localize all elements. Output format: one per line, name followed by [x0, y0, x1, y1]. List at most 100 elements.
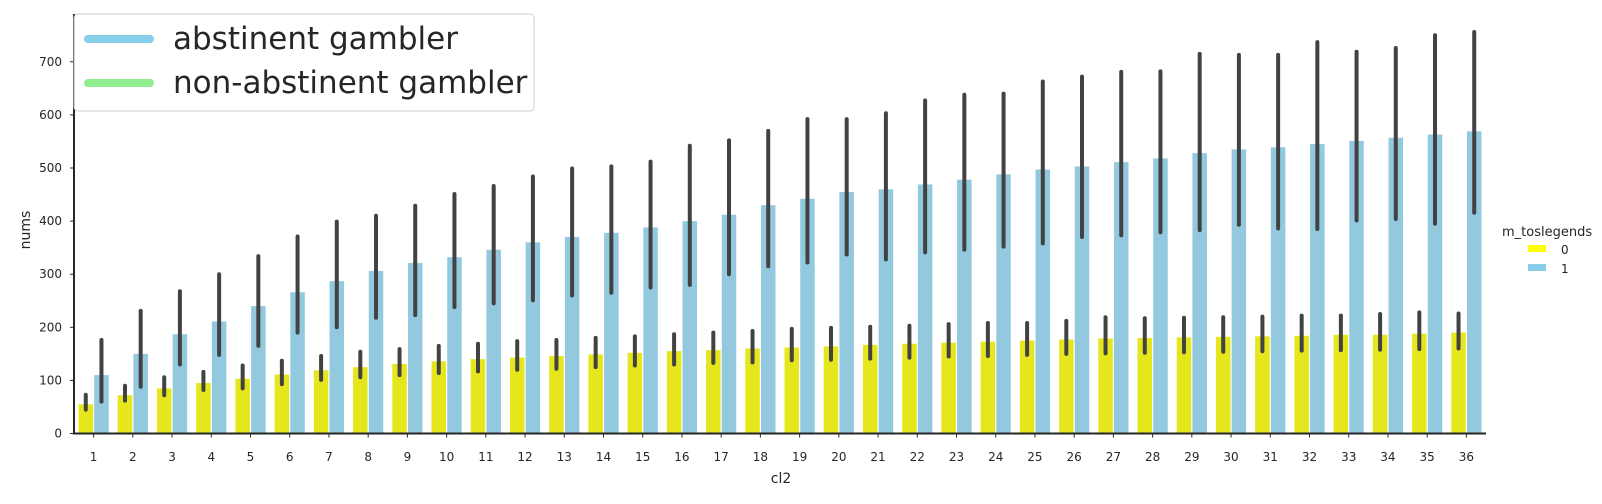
legend-inset-label-abstinent: abstinent gambler	[173, 21, 458, 57]
legend-swatch-0	[1528, 245, 1546, 252]
x-tick-label: 1	[90, 450, 98, 464]
bar-series-0-cat-2	[117, 395, 133, 434]
x-tick-label: 34	[1380, 450, 1395, 464]
bar-series-0-cat-5	[235, 378, 250, 434]
bar-series-1-cat-12	[525, 242, 541, 434]
x-tick-label: 35	[1420, 450, 1435, 464]
bar-series-1-cat-27	[1113, 162, 1129, 434]
bar-series-0-cat-16	[666, 351, 682, 434]
y-tick-label: 700	[39, 55, 62, 69]
y-axis-label: nums	[18, 211, 34, 250]
x-tick-label: 21	[870, 450, 885, 464]
bar-series-0-cat-17	[706, 350, 721, 434]
bar-series-1-cat-25	[1035, 169, 1051, 434]
bar-series-0-cat-1	[78, 404, 94, 434]
bar-series-0-cat-9	[392, 363, 407, 434]
bar-series-1-cat-20	[839, 191, 854, 434]
bar-series-0-cat-7	[313, 370, 329, 434]
bar-series-1-cat-26	[1074, 166, 1090, 434]
bar-series-1-cat-16	[682, 221, 698, 434]
bar-series-0-cat-26	[1059, 339, 1074, 434]
bar-series-0-cat-27	[1098, 338, 1113, 434]
x-tick-label: 29	[1184, 450, 1199, 464]
bar-series-0-cat-22	[902, 343, 917, 434]
bar-series-0-cat-21	[862, 344, 878, 434]
bar-series-0-cat-36	[1451, 332, 1466, 434]
x-tick-label: 7	[325, 450, 333, 464]
legend-title: m_toslegends	[1502, 225, 1592, 240]
bar-series-0-cat-14	[588, 354, 603, 434]
x-tick-label: 15	[635, 450, 650, 464]
x-tick-label: 30	[1223, 450, 1238, 464]
bar-series-1-cat-2	[133, 353, 148, 434]
bar-series-1-cat-18	[760, 205, 776, 434]
x-tick-label: 22	[910, 450, 925, 464]
y-ticks: 0 100 200 300 400 500 600 700	[39, 55, 74, 441]
x-tick-label: 5	[247, 450, 255, 464]
bar-series-1-cat-5	[251, 306, 266, 434]
x-tick-label: 18	[753, 450, 768, 464]
x-tick-label: 14	[596, 450, 611, 464]
bar-series-1-cat-15	[643, 227, 658, 434]
bar-series-1-cat-14	[604, 232, 619, 434]
bar-series-1-cat-7	[329, 281, 345, 434]
bar-series-1-cat-30	[1231, 149, 1247, 434]
x-axis-label: cl2	[771, 471, 792, 487]
x-tick-label: 8	[364, 450, 372, 464]
x-tick-label: 11	[478, 450, 493, 464]
legend-swatch-1	[1528, 264, 1546, 271]
x-tick-label: 19	[792, 450, 807, 464]
bar-series-0-cat-29	[1176, 337, 1192, 434]
bar-series-1-cat-10	[447, 257, 462, 434]
legend-inset-label-non-abstinent: non-abstinent gambler	[173, 65, 528, 101]
legend-inset-frame	[73, 13, 535, 112]
legend-label-0: 0	[1561, 243, 1569, 257]
x-tick-label: 23	[949, 450, 964, 464]
bar-series-1-cat-32	[1310, 144, 1325, 434]
bar-series-0-cat-34	[1372, 334, 1388, 434]
x-tick-label: 3	[168, 450, 176, 464]
bar-series-0-cat-6	[274, 374, 290, 434]
bar-series-0-cat-10	[431, 361, 447, 434]
x-tick-label: 20	[831, 450, 846, 464]
y-tick-label: 500	[39, 161, 62, 175]
bar-series-1-cat-17	[721, 214, 737, 434]
y-tick-label: 0	[54, 427, 62, 441]
bar-series-1-cat-23	[957, 179, 972, 434]
bar-series-0-cat-19	[784, 347, 800, 434]
x-tick-label: 28	[1145, 450, 1160, 464]
bars-layer	[78, 131, 1482, 434]
bar-series-1-cat-36	[1466, 131, 1482, 434]
bar-series-1-cat-4	[211, 321, 227, 434]
bar-series-0-cat-35	[1412, 333, 1427, 434]
bar-series-1-cat-31	[1270, 147, 1286, 434]
bar-series-1-cat-13	[564, 237, 580, 434]
bar-series-0-cat-33	[1333, 334, 1349, 434]
x-tick-label: 4	[207, 450, 215, 464]
bar-series-1-cat-33	[1349, 140, 1364, 434]
bar-series-1-cat-21	[878, 189, 894, 434]
bar-series-0-cat-18	[745, 348, 760, 434]
x-tick-label: 33	[1341, 450, 1356, 464]
legend-label-1: 1	[1561, 262, 1569, 276]
bar-series-0-cat-28	[1137, 337, 1153, 434]
bar-series-0-cat-8	[353, 367, 368, 434]
bar-series-1-cat-9	[407, 263, 423, 434]
bar-series-0-cat-24	[980, 341, 996, 434]
x-tick-label: 27	[1106, 450, 1121, 464]
x-tick-label: 10	[439, 450, 454, 464]
bar-series-0-cat-13	[549, 355, 564, 434]
bar-series-0-cat-32	[1294, 335, 1309, 434]
bar-series-0-cat-3	[156, 388, 172, 434]
bar-series-1-cat-3	[172, 334, 188, 434]
x-tick-label: 31	[1263, 450, 1278, 464]
bar-series-0-cat-23	[941, 342, 956, 434]
x-tick-label: 26	[1067, 450, 1082, 464]
bar-series-1-cat-22	[917, 184, 933, 434]
x-tick-label: 9	[404, 450, 412, 464]
bar-series-1-cat-24	[996, 174, 1011, 434]
x-tick-label: 17	[714, 450, 729, 464]
x-tick-label: 16	[674, 450, 689, 464]
bar-series-0-cat-12	[509, 357, 525, 434]
